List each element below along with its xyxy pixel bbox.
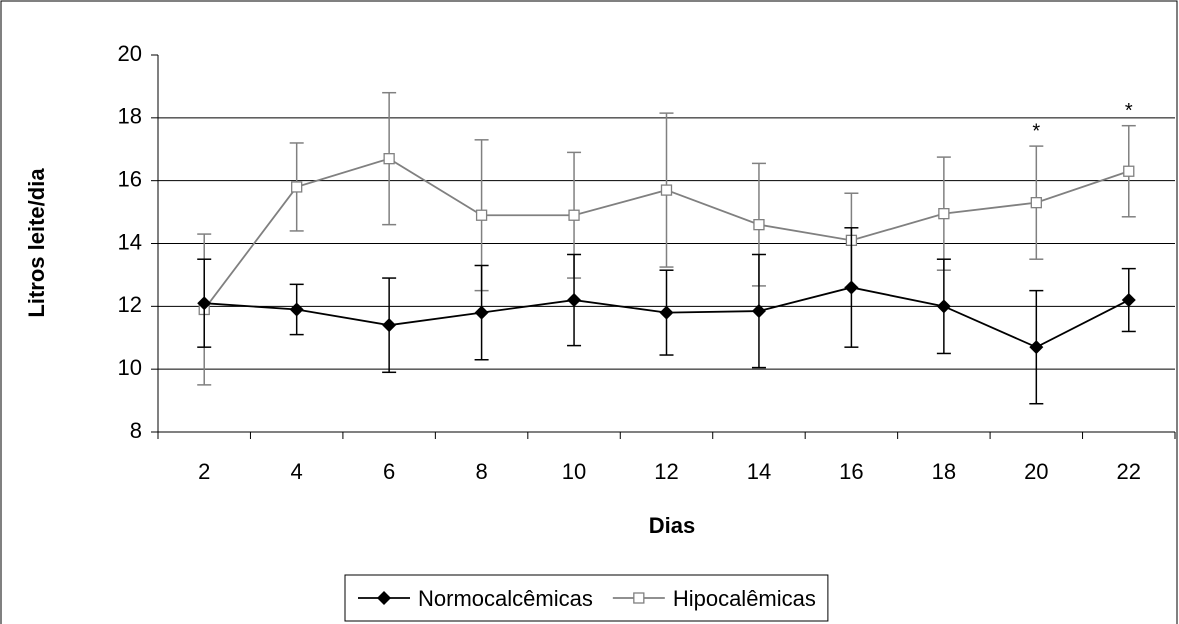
legend: Normocalcêmicas Hipocalêmicas [344,574,829,622]
marker [936,299,951,314]
marker [660,184,673,196]
x-tick-label: 18 [932,459,956,484]
x-tick-label: 20 [1024,459,1048,484]
marker [659,305,674,320]
x-tick-label: 2 [198,459,210,484]
x-axis-label: Dias [649,513,695,538]
y-tick-label: 16 [118,166,142,191]
marker [377,591,391,605]
marker [633,592,645,604]
x-tick-label: 8 [475,459,487,484]
x-tick-label: 22 [1117,459,1141,484]
annotation: * [1125,100,1133,122]
y-tick-label: 14 [118,229,142,254]
marker [938,208,950,220]
x-tick-label: 12 [654,459,678,484]
marker [1121,293,1136,308]
y-tick-label: 10 [118,355,142,380]
y-tick-label: 12 [118,292,142,317]
marker [291,181,303,193]
marker [1030,197,1042,209]
x-tick-label: 14 [747,459,771,484]
marker [382,318,397,333]
marker [751,304,766,319]
y-tick-label: 20 [118,41,142,66]
marker [383,153,395,165]
x-tick-label: 10 [562,459,586,484]
marker [1029,340,1044,355]
marker [1123,165,1135,177]
x-tick-label: 6 [383,459,395,484]
marker [197,296,212,311]
legend-item: Hipocalêmicas [612,586,816,611]
legend-box [344,574,829,622]
x-tick-label: 16 [839,459,863,484]
legend-item: Normocalcêmicas [358,586,593,611]
marker [753,218,765,231]
marker [474,305,489,320]
legend-label: Hipocalêmicas [673,586,816,611]
x-tick-label: 4 [291,459,303,484]
marker [289,302,304,317]
y-tick-label: 18 [118,104,142,129]
annotation: * [1032,120,1040,142]
y-axis-label: Litros leite/dia [24,168,49,318]
marker [568,209,580,221]
y-tick-label: 8 [130,418,142,443]
marker [567,293,582,308]
legend-label: Normocalcêmicas [418,586,593,611]
marker [475,209,488,221]
marker [844,280,859,295]
